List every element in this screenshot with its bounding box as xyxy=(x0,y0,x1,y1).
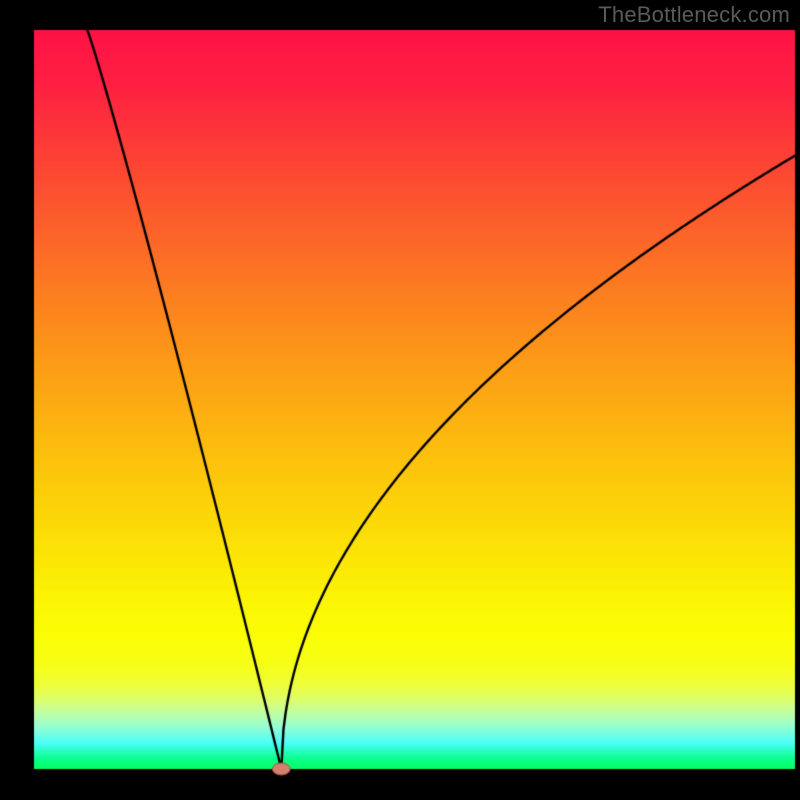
bottleneck-curve-chart xyxy=(0,0,800,800)
chart-stage: TheBottleneck.com xyxy=(0,0,800,800)
